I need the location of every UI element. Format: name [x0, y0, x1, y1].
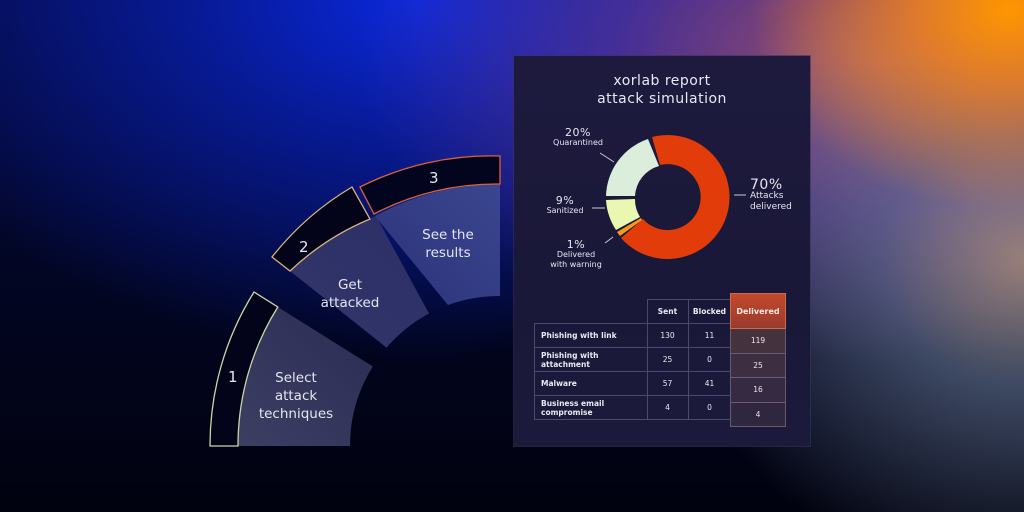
table-header-blank [535, 300, 648, 324]
step-3-label-line: See the [422, 227, 474, 243]
donut-segment-sanitized [606, 199, 640, 230]
label-text: Attacks [750, 191, 784, 201]
row-sent: 4 [646, 395, 689, 420]
row-name: Phishing with link [534, 323, 648, 348]
donut-segment-quarantined [606, 139, 659, 196]
delivered-cell: 25 [730, 353, 786, 378]
table-row: Business email compromise 4 0 [534, 395, 732, 420]
step-3-label: See the results [398, 226, 498, 262]
step-3-label-line: results [425, 245, 471, 261]
step-3[interactable] [359, 155, 501, 305]
label-warning: 1% Delivered with warning [545, 238, 607, 270]
pct-sanitized: 9% [555, 194, 575, 207]
label-text: Quarantined [553, 138, 603, 147]
label-text: delivered [750, 202, 792, 212]
step-1-label-line: Select [275, 370, 317, 386]
label-delivered: 70% Attacks delivered [750, 177, 800, 213]
row-sent: 57 [646, 371, 689, 396]
results-table: Sent Blocked Phishing with link 130 11 P… [534, 299, 732, 420]
delivered-cell: 119 [730, 329, 786, 354]
row-blocked: 41 [687, 371, 732, 396]
report-title: xorlab report [613, 73, 711, 89]
step-3-number: 3 [429, 169, 439, 187]
donut-segment-delivered [621, 135, 730, 260]
label-text: Sanitized [546, 206, 584, 215]
label-quarantined: 20% Quarantined [548, 126, 608, 148]
step-1-label-line: attack [274, 388, 318, 404]
table-row: Phishing with link 130 11 [534, 323, 732, 348]
step-2-label: Get attacked [300, 276, 400, 312]
label-text: with warning [550, 260, 602, 269]
table-header-blocked: Blocked [687, 299, 732, 324]
table-header-sent: Sent [646, 299, 689, 324]
step-2-number: 2 [299, 238, 309, 256]
row-sent: 130 [646, 323, 689, 348]
label-sanitized: 9% Sanitized [545, 194, 585, 216]
row-blocked: 11 [687, 323, 732, 348]
delivered-cell: 4 [730, 402, 786, 427]
step-2-label-line: Get [337, 277, 363, 293]
row-sent: 25 [646, 347, 689, 372]
row-name: Phishing with attachment [534, 347, 648, 372]
row-blocked: 0 [687, 395, 732, 420]
table-row: Malware 57 41 [534, 371, 732, 396]
report-subtitle: attack simulation [597, 91, 727, 107]
step-1[interactable] [209, 291, 373, 447]
label-text: Delivered [556, 250, 596, 259]
step-1-number: 1 [228, 368, 238, 386]
step-2-label-line: attacked [320, 295, 380, 311]
pct-warning: 1% [566, 238, 586, 251]
row-name: Malware [534, 371, 648, 396]
row-name: Business email compromise [534, 395, 648, 420]
delivered-column: Delivered 119 25 16 4 [730, 293, 786, 427]
table-row: Phishing with attachment 25 0 [534, 347, 732, 372]
step-1-label-line: techniques [258, 406, 334, 422]
donut-segment-warning [617, 218, 642, 236]
pct-quarantined: 20% [565, 126, 591, 139]
step-2[interactable] [271, 186, 429, 348]
row-blocked: 0 [687, 347, 732, 372]
delivered-cell: 16 [730, 378, 786, 403]
step-1-label: Select attack techniques [246, 369, 346, 423]
pct-delivered: 70% [750, 177, 783, 193]
table-header-delivered: Delivered [730, 293, 786, 329]
